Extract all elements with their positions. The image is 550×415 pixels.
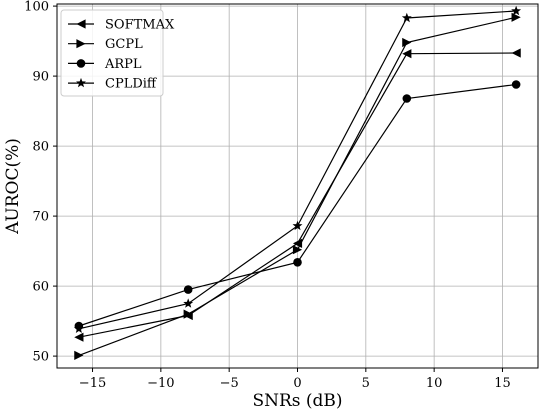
y-tick-label: 60 — [32, 280, 49, 295]
grid — [57, 4, 538, 368]
x-tick-label: 0 — [293, 376, 301, 391]
legend-label: SOFTMAX — [105, 18, 175, 33]
legend-label: GCPL — [105, 37, 143, 52]
x-tick-label: −10 — [147, 376, 174, 391]
data-point-softmax — [402, 49, 412, 59]
y-tick-label: 70 — [32, 210, 49, 225]
data-point-gcpl — [511, 12, 521, 22]
x-tick-label: −5 — [220, 376, 239, 391]
data-point-gcpl — [402, 37, 412, 48]
x-tick-label: 10 — [426, 376, 443, 391]
data-point-arpl — [402, 94, 412, 103]
y-tick-label: 90 — [32, 70, 49, 85]
legend-item-softmax: SOFTMAX — [68, 18, 175, 33]
data-point-cpldiff — [73, 323, 84, 334]
data-point-softmax — [74, 332, 84, 342]
y-tick-label: 100 — [24, 0, 49, 15]
data-point-cpldiff — [292, 220, 303, 231]
data-point-cpldiff — [511, 5, 522, 16]
y-axis-title: AUROC(%) — [3, 138, 23, 235]
x-tick-label: 15 — [494, 376, 511, 391]
data-point-gcpl — [183, 309, 193, 319]
series-gcpl — [74, 12, 521, 360]
legend: SOFTMAX GCPL ARPL CPLDiff — [60, 9, 175, 97]
data-point-gcpl — [74, 350, 84, 360]
legend-box — [60, 9, 164, 97]
x-tick-label: 5 — [362, 376, 370, 391]
legend-item-cpldiff: CPLDiff — [68, 77, 158, 92]
y-tick-label: 80 — [32, 140, 49, 155]
data-point-arpl — [183, 285, 193, 294]
legend-item-gcpl: GCPL — [68, 37, 143, 52]
x-axis-title: SNRs (dB) — [252, 391, 342, 411]
legend-marker — [76, 77, 86, 88]
data-point-arpl — [293, 258, 302, 267]
data-point-arpl — [511, 80, 521, 89]
data-point-cpldiff — [183, 298, 194, 308]
x-tick-label: −15 — [79, 376, 106, 391]
legend-item-arpl: ARPL — [68, 57, 142, 72]
legend-label: ARPL — [104, 57, 142, 72]
legend-marker — [76, 19, 86, 29]
legend-marker — [76, 59, 86, 68]
data-point-cpldiff — [401, 12, 412, 23]
ticks: −15 −10 −5 0 5 10 15 50 60 70 80 90 100 — [24, 0, 511, 391]
legend-label: CPLDiff — [105, 77, 158, 92]
y-tick-label: 50 — [32, 350, 49, 365]
data-point-softmax — [511, 48, 521, 58]
data-point-gcpl — [292, 245, 303, 255]
series-cpldiff — [73, 5, 522, 334]
series-layer — [73, 5, 522, 360]
legend-marker — [76, 39, 86, 49]
